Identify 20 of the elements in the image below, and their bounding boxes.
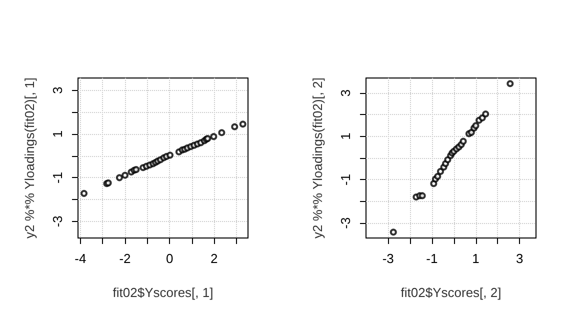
x-tick-label: -3 — [382, 251, 394, 266]
y-axis-title: y2 %*% Yloadings(fit02)[, 2] — [310, 78, 325, 238]
x-axis-title: fit02$Yscores[, 2] — [400, 285, 502, 300]
y-tick-label: 1 — [338, 132, 353, 140]
y-axis-title: y2 %*% Yloadings(fit02)[, 1] — [22, 78, 37, 238]
x-tick-label: -1 — [426, 251, 438, 266]
y-tick-label: 3 — [50, 86, 65, 94]
x-tick-label: 2 — [210, 251, 218, 266]
x-tick-label: -2 — [119, 251, 131, 266]
y-tick-label: -1 — [338, 174, 353, 186]
x-tick-label: -4 — [74, 251, 86, 266]
x-tick-label: 0 — [166, 251, 174, 266]
y-tick-label: 3 — [338, 89, 353, 97]
x-tick-label: 1 — [472, 251, 480, 266]
y-tick-label: -3 — [50, 216, 65, 228]
x-tick-label: 3 — [516, 251, 524, 266]
x-axis-title: fit02$Yscores[, 1] — [112, 285, 214, 300]
y-tick-label: -1 — [50, 172, 65, 184]
y-tick-label: -3 — [338, 217, 353, 229]
y-tick-label: 1 — [50, 130, 65, 138]
